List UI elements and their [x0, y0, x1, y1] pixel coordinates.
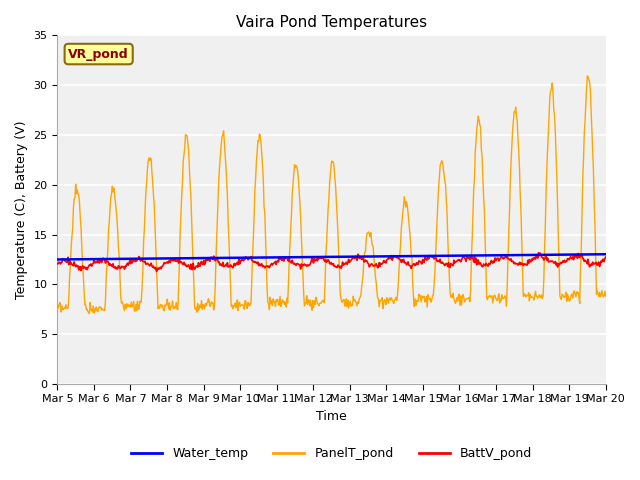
Legend: Water_temp, PanelT_pond, BattV_pond: Water_temp, PanelT_pond, BattV_pond [126, 442, 537, 465]
Text: VR_pond: VR_pond [68, 48, 129, 60]
X-axis label: Time: Time [316, 410, 347, 423]
Title: Vaira Pond Temperatures: Vaira Pond Temperatures [236, 15, 427, 30]
Y-axis label: Temperature (C), Battery (V): Temperature (C), Battery (V) [15, 120, 28, 299]
